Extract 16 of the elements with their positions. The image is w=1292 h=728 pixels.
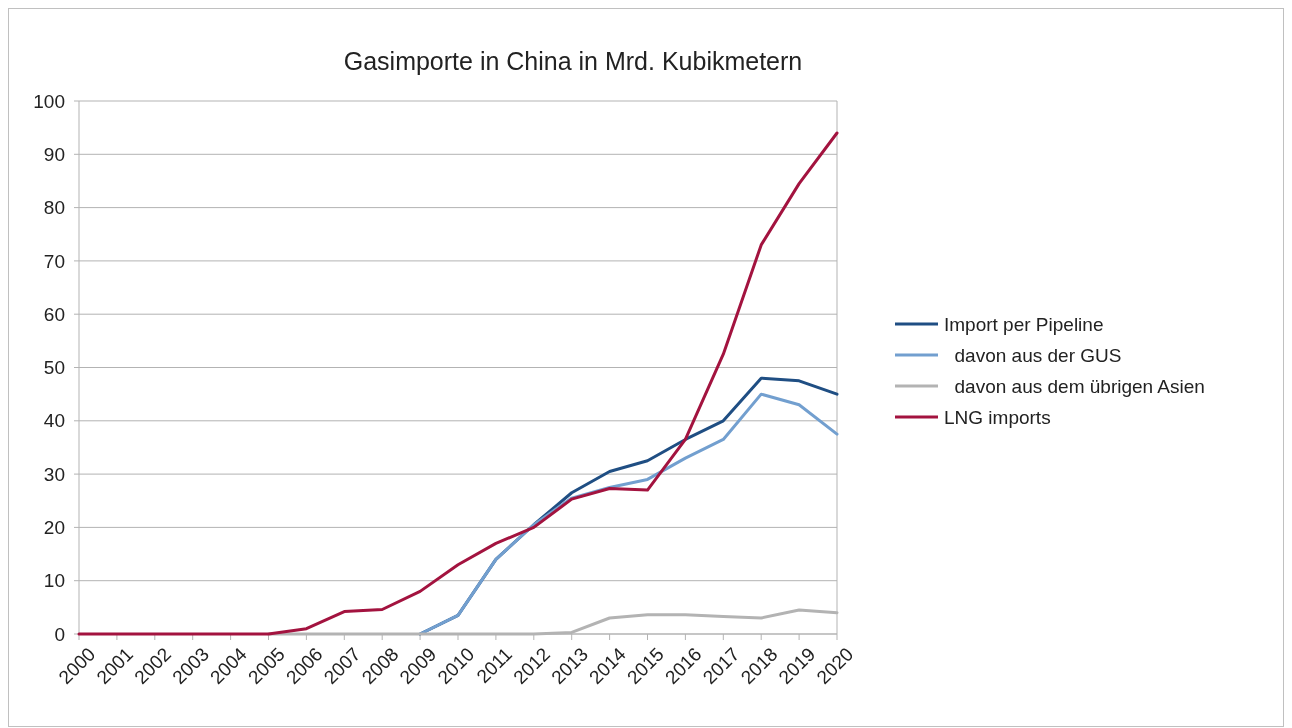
legend-label: Import per Pipeline: [944, 313, 1104, 335]
y-tick-label: 100: [33, 90, 65, 112]
y-tick-label: 0: [54, 623, 65, 645]
y-tick-label: 30: [43, 463, 65, 485]
y-tick-label: 20: [43, 517, 65, 539]
y-tick-label: 90: [43, 143, 65, 165]
y-tick-label: 50: [43, 357, 65, 379]
y-tick-label: 80: [43, 197, 65, 219]
legend-label: davon aus der GUS: [944, 344, 1122, 366]
y-tick-label: 40: [43, 410, 65, 432]
y-tick-label: 70: [43, 250, 65, 272]
y-tick-label: 10: [43, 570, 65, 592]
chart-title: Gasimporte in China in Mrd. Kubikmetern: [343, 47, 803, 75]
y-tick-label: 60: [43, 303, 65, 325]
legend-label: LNG imports: [944, 406, 1051, 428]
legend-label: davon aus dem übrigen Asien: [944, 375, 1205, 397]
